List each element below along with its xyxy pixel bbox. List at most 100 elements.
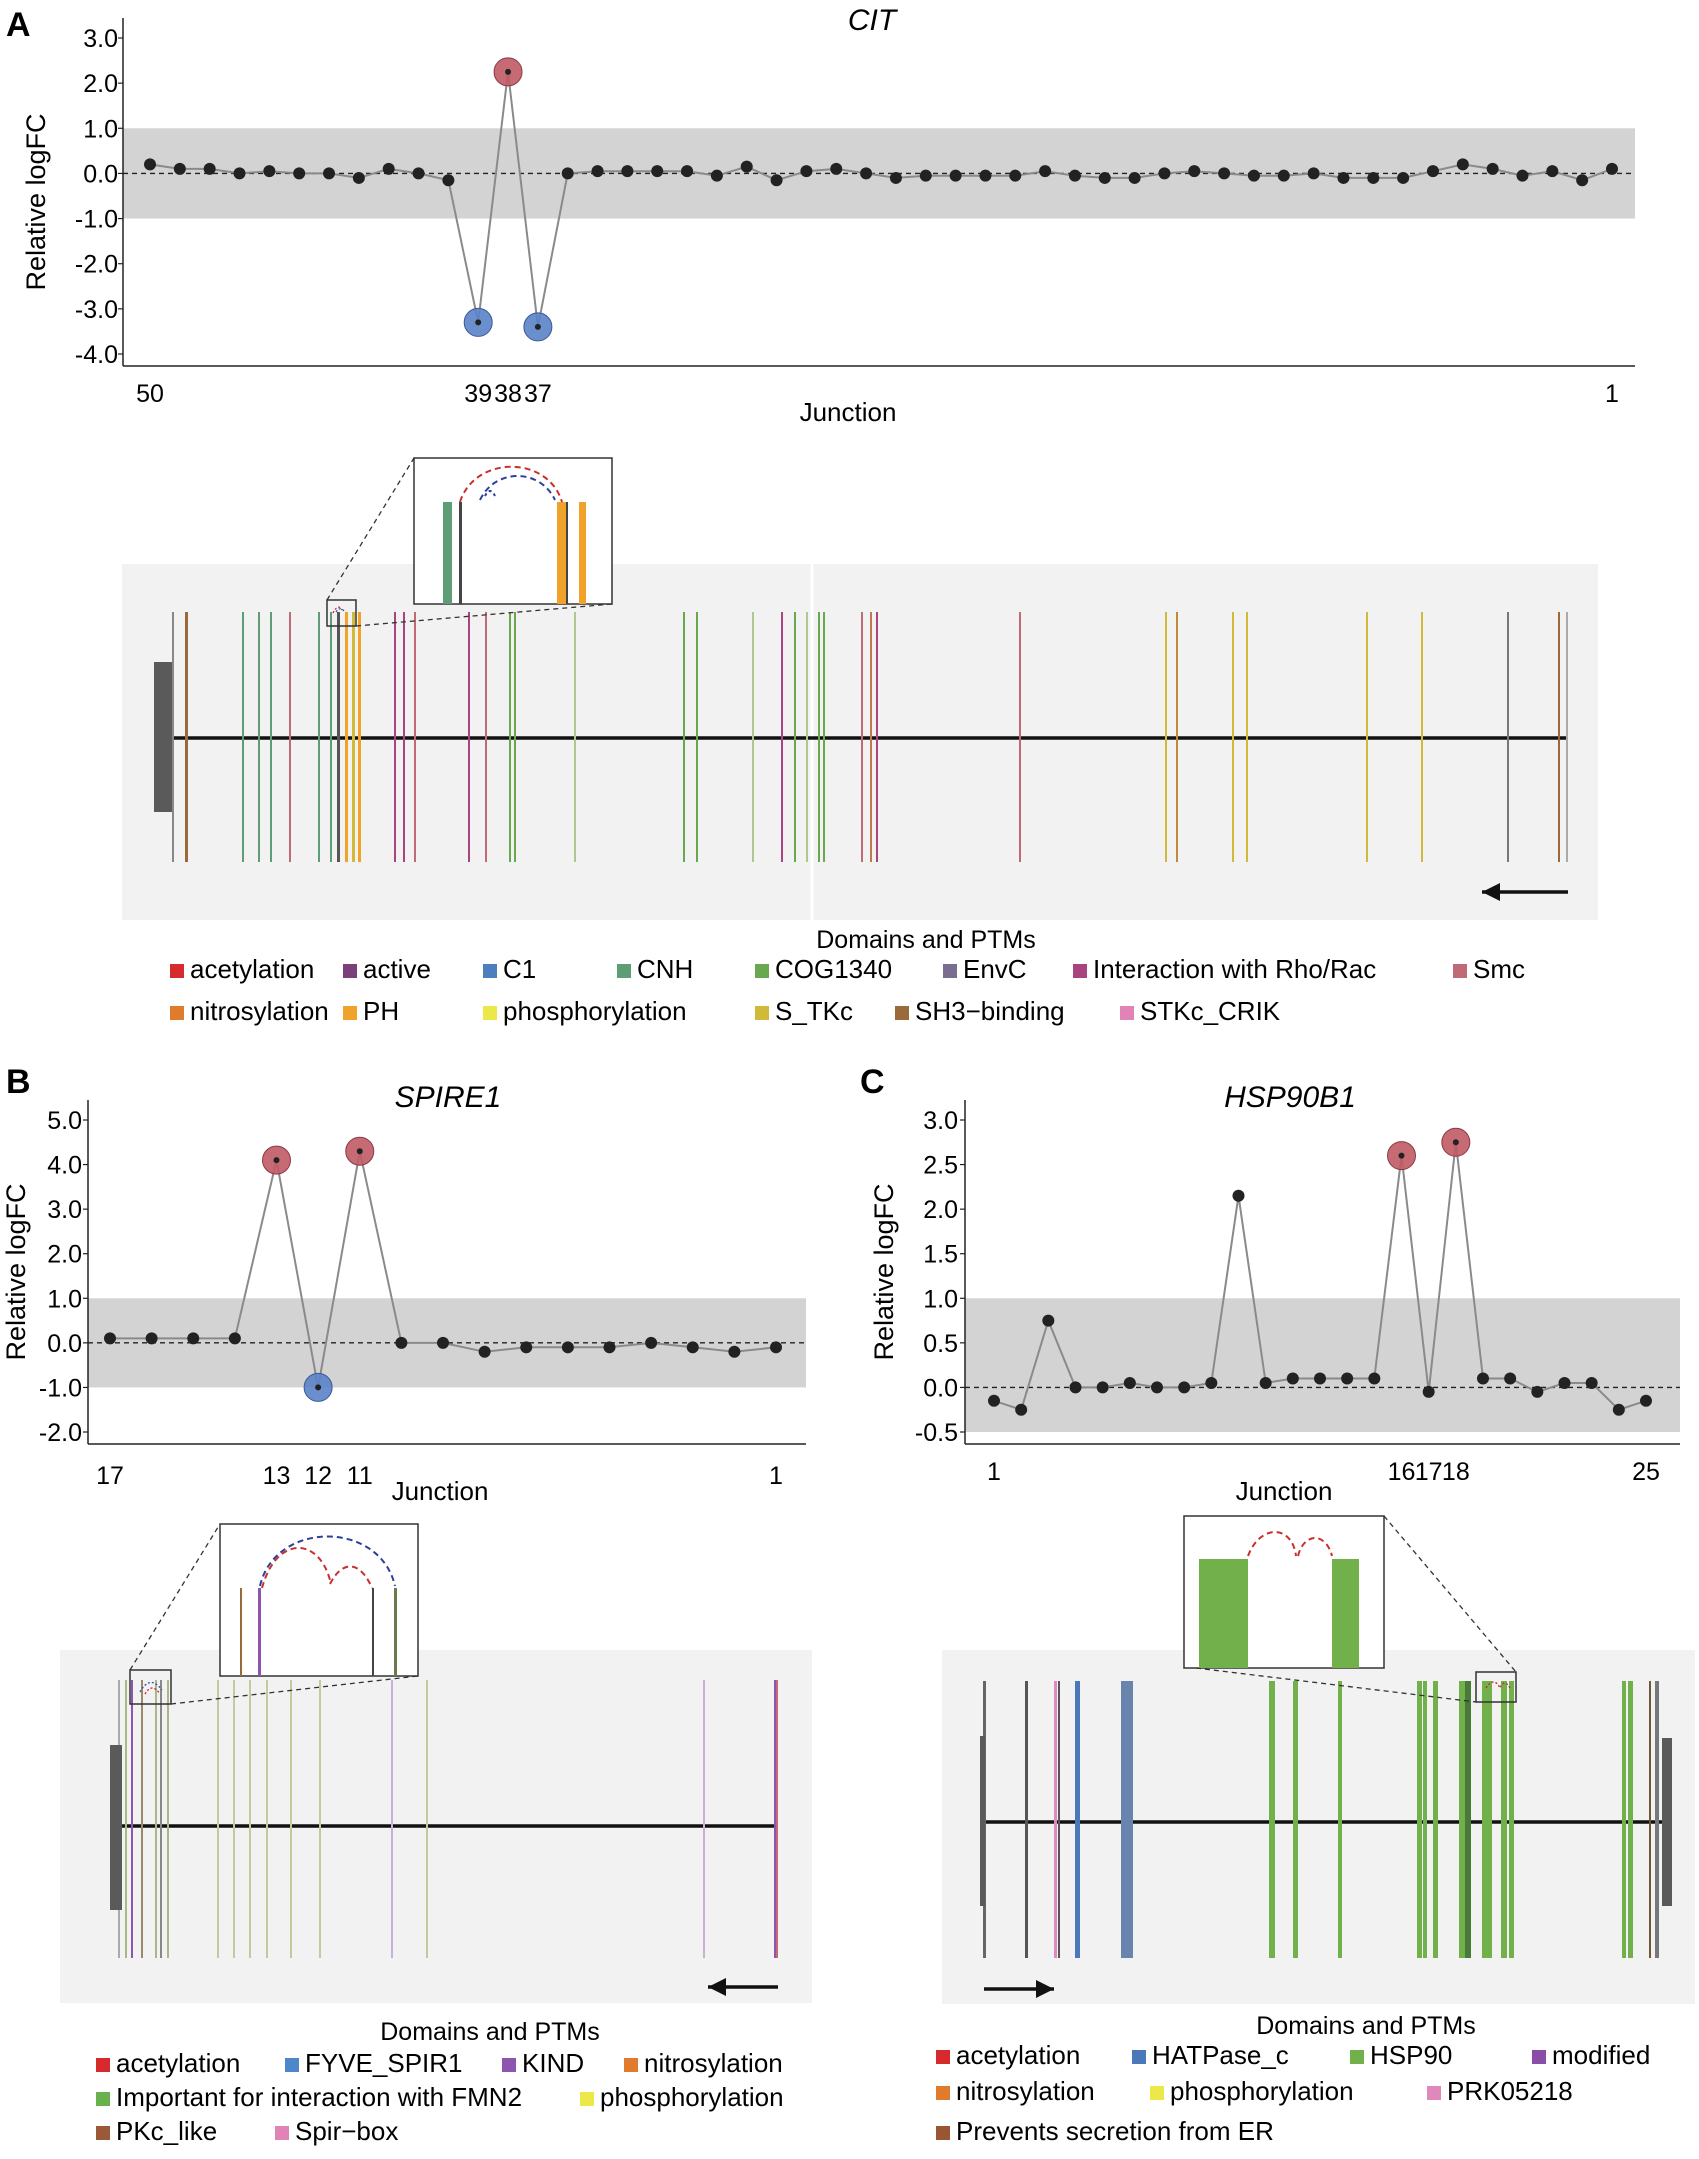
x-tick-label: 17 (1415, 1458, 1443, 1486)
legend-label: Spir−box (295, 2116, 398, 2146)
exon-mark (155, 1680, 157, 1958)
exon-mark (485, 612, 487, 862)
data-point (233, 167, 246, 180)
data-point (710, 169, 723, 182)
exon-mark (352, 612, 355, 862)
data-point (1247, 169, 1260, 182)
legend-label: Interaction with Rho/Rac (1093, 954, 1376, 984)
inset-exon-bar (459, 502, 462, 604)
legend-swatch (617, 964, 631, 978)
data-point (1218, 167, 1231, 180)
significance-band (965, 1298, 1680, 1432)
exon-mark (1417, 1681, 1422, 1958)
exon-mark (1649, 1681, 1651, 1958)
exon-mark (1566, 612, 1568, 862)
data-point (1426, 165, 1439, 178)
legend-label: acetylation (956, 2040, 1080, 2070)
data-point (1367, 171, 1380, 184)
x-tick-label: 16 (1388, 1458, 1416, 1486)
y-tick-label: 2.0 (47, 1241, 82, 1269)
data-point (104, 1332, 116, 1345)
legend-swatch (755, 1006, 769, 1020)
zoom-region-box (326, 599, 357, 627)
legend-label: STKc_CRIK (1140, 996, 1281, 1026)
data-point (273, 1157, 280, 1164)
data-point (323, 167, 336, 180)
exon-mark (1433, 1681, 1438, 1958)
splice-arc-inclusion (261, 1547, 331, 1589)
exon-mark (1628, 1681, 1633, 1958)
data-point (505, 68, 512, 75)
y-axis-label: Relative logFC (1, 1183, 31, 1360)
legend-label: modified (1552, 2040, 1650, 2070)
data-point (1232, 1189, 1245, 1202)
panel-b: B SPIRE1 5.0 4.0 3.0 2.0 1.0 0.0 -1.0 -2.0 17 13 1… (1, 1063, 812, 2146)
data-point (1098, 171, 1111, 184)
panel-letter: A (6, 6, 31, 44)
data-point (830, 162, 843, 175)
exon-mark (806, 612, 808, 862)
data-point (860, 167, 873, 180)
data-point (686, 1341, 699, 1354)
exon-mark (1025, 1681, 1028, 1958)
exon-mark (403, 612, 405, 862)
legend-swatch (170, 964, 184, 978)
utr-block (980, 1736, 985, 1906)
legend-swatch (275, 2126, 289, 2140)
legend-label: S_TKc (775, 996, 853, 1026)
plot-area: 5.04.03.02.01.00.0-1.0-2.017 13 12 11 1 (39, 1100, 806, 1490)
x-tick-label: 25 (1632, 1458, 1660, 1486)
data-point (949, 169, 962, 182)
legend-label: phosphorylation (503, 996, 687, 1026)
data-point (1398, 1152, 1405, 1159)
x-tick-label: 39 (464, 380, 492, 408)
splice-arc-mini (144, 1687, 161, 1695)
legend: acetylation HATPase_c HSP90 modified nitrosy… (936, 2040, 1650, 2146)
legend-swatch (755, 964, 769, 978)
exon-mark (1507, 612, 1509, 862)
y-tick-label: 0.0 (47, 1330, 82, 1358)
panel-letter: B (6, 1063, 31, 1101)
data-point (437, 1336, 449, 1349)
data-point (1422, 1385, 1435, 1398)
exon-mark (426, 1680, 428, 1958)
zoom-inset (219, 1523, 419, 1677)
exon-mark (1246, 612, 1248, 862)
track-label: Domains and PTMs (1256, 2012, 1476, 2040)
exon-mark (823, 612, 825, 862)
data-point (591, 165, 604, 178)
exon-mark (1482, 1681, 1492, 1958)
data-point (1558, 1376, 1571, 1389)
legend-label: nitrosylation (956, 2076, 1095, 2106)
y-tick-label: -0.5 (915, 1419, 958, 1447)
legend: acetylation FYVE_SPIR1 KIND nitrosylation Im… (96, 2048, 784, 2146)
exon-mark (1269, 1681, 1275, 1958)
data-point (1178, 1381, 1191, 1394)
data-point (1640, 1394, 1652, 1407)
plot-area: 3.0 2.0 1.0 0.0 -1.0 -2.0 -3.0 -4.0 50 39 38 37 1 (75, 18, 1635, 408)
legend-swatch (343, 1006, 357, 1020)
data-point (382, 162, 395, 175)
inset-exon-bar (240, 1588, 242, 1676)
legend-swatch (1073, 964, 1087, 978)
data-point (651, 165, 664, 178)
y-tick-label: 2.5 (923, 1152, 958, 1180)
exon-mark (1054, 1681, 1057, 1958)
exon-mark (574, 612, 576, 862)
data-point (1188, 165, 1201, 178)
legend-swatch (343, 964, 357, 978)
legend-label: phosphorylation (1170, 2076, 1354, 2106)
data-point (1397, 171, 1410, 184)
legend-swatch (483, 964, 497, 978)
y-axis-label: Relative logFC (21, 113, 51, 290)
x-tick-label: 37 (524, 380, 552, 408)
exon-mark (1019, 612, 1021, 862)
data-point (1452, 1139, 1459, 1146)
exon-mark (319, 1680, 321, 1958)
exon-mark (1165, 612, 1167, 862)
legend-swatch (895, 1006, 909, 1020)
x-tick-label: 12 (304, 1462, 332, 1490)
data-point (1531, 1385, 1544, 1398)
splice-arc-mini (332, 606, 343, 614)
data-point (1096, 1381, 1109, 1394)
